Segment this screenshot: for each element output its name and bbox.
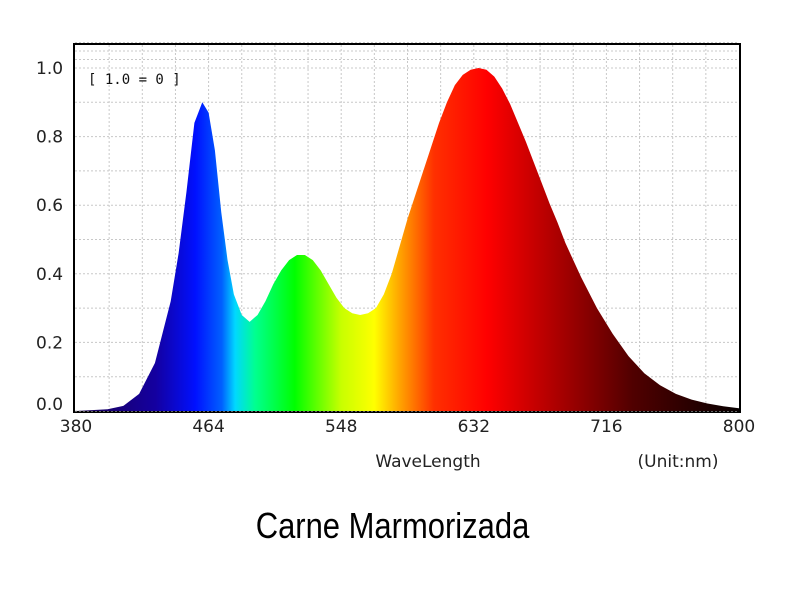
y-tick-label: 0.8: [36, 128, 63, 148]
y-tick-label: 0.2: [36, 333, 63, 353]
x-tick-label: 464: [192, 417, 224, 437]
scale-note: [ 1.0 = 0 ]: [88, 72, 181, 88]
x-tick-label: 632: [458, 417, 490, 437]
unit-label: (Unit:nm): [638, 452, 719, 472]
y-tick-label: 1.0: [36, 59, 63, 79]
x-axis-label: WaveLength: [375, 452, 480, 472]
x-axis-ticks: 380 464 548 632 716 800: [60, 417, 755, 437]
x-tick-label: 800: [723, 417, 755, 437]
x-tick-label: 716: [590, 417, 622, 437]
caption: Carne Marmorizada: [55, 505, 730, 547]
spectrum-chart: 0.0 0.2 0.4 0.6 0.8 1.0 380 464 548 632 716 800 [ …: [0, 0, 785, 480]
x-tick-label: 380: [60, 417, 92, 437]
x-tick-label: 548: [325, 417, 357, 437]
y-tick-label: 0.4: [36, 265, 63, 285]
y-tick-label: 0.6: [36, 196, 63, 216]
y-tick-label: 0.0: [36, 395, 63, 415]
y-axis-ticks: 0.0 0.2 0.4 0.6 0.8 1.0: [36, 59, 63, 415]
